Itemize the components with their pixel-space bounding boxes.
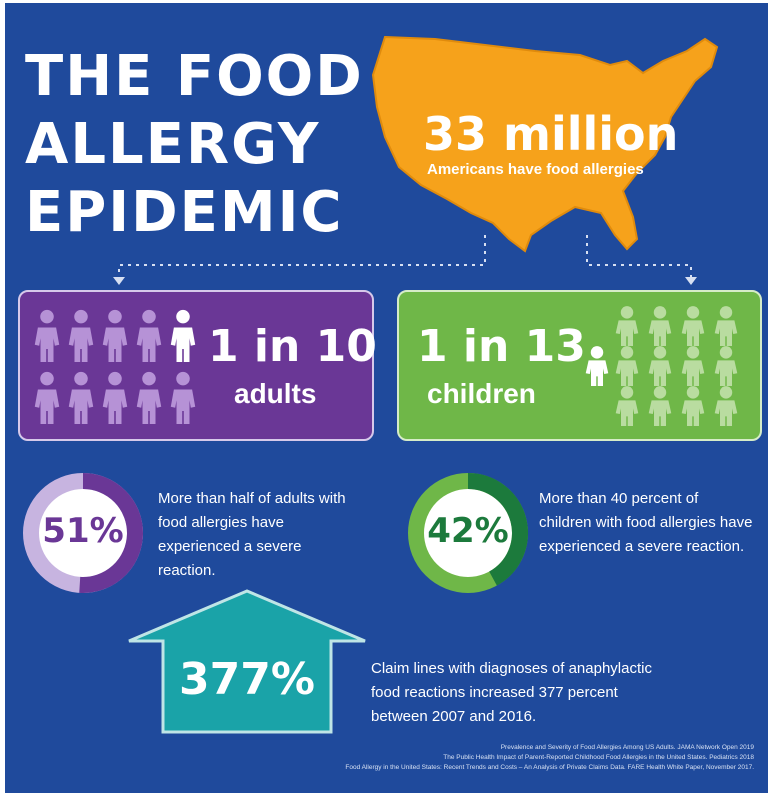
source-2: The Public Health Impact of Parent-Repor… — [443, 754, 754, 761]
child-person-icon — [648, 346, 672, 386]
child-person-icon — [648, 306, 672, 346]
child-person-icon — [615, 346, 639, 386]
adult-person-icon — [136, 309, 162, 362]
adult-person-icon — [68, 371, 94, 424]
adult-person-icon — [170, 309, 196, 362]
children-people-grid — [585, 306, 745, 430]
child-person-icon — [585, 346, 609, 386]
connector-lines — [113, 235, 697, 285]
increase-arrow-icon — [128, 589, 366, 734]
sources: Prevalence and Severity of Food Allergie… — [345, 743, 754, 773]
us-map-icon — [371, 35, 719, 253]
child-person-icon — [714, 346, 738, 386]
increase-value: 377% — [179, 654, 315, 705]
adults-box: 1 in 10 adults — [18, 290, 377, 441]
adult-person-icon — [68, 309, 94, 362]
child-person-icon — [714, 306, 738, 346]
adult-person-icon — [136, 371, 162, 424]
title-line-1: THE FOOD — [25, 44, 364, 109]
adult-person-icon — [170, 371, 196, 424]
child-person-icon — [615, 306, 639, 346]
adults-ratio: 1 in 10 — [208, 321, 377, 372]
source-1: Prevalence and Severity of Food Allergie… — [500, 744, 754, 751]
children-percent: 42% — [427, 511, 509, 551]
children-label: children — [427, 378, 536, 409]
adults-percent-ring — [23, 473, 143, 593]
adult-person-icon — [34, 309, 60, 362]
background-panel: THE FOOD ALLERGY EPIDEMIC 33 million Ame… — [5, 3, 768, 793]
children-percent-ring — [408, 473, 528, 593]
adults-label: adults — [234, 378, 317, 409]
arrow-right-icon — [685, 277, 697, 285]
title-line-2: ALLERGY — [25, 112, 321, 177]
adults-description: More than half of adults with food aller… — [158, 490, 346, 579]
child-person-icon — [681, 306, 705, 346]
title-line-3: EPIDEMIC — [25, 180, 344, 245]
adults-percent: 51% — [42, 511, 124, 551]
child-person-icon — [681, 346, 705, 386]
increase-description: Claim lines with diagnoses of anaphylact… — [371, 660, 652, 725]
adult-person-icon — [102, 371, 128, 424]
map-stat: 33 million — [423, 107, 679, 161]
children-box: 1 in 13 children — [397, 290, 762, 441]
children-description: More than 40 percent of children with fo… — [539, 490, 753, 555]
page-title: THE FOOD ALLERGY EPIDEMIC — [25, 43, 364, 247]
child-person-icon — [648, 386, 672, 426]
child-person-icon — [681, 386, 705, 426]
arrow-left-icon — [113, 277, 125, 285]
children-ratio: 1 in 13 — [417, 321, 586, 372]
child-person-icon — [714, 386, 738, 426]
child-person-icon — [615, 386, 639, 426]
adult-person-icon — [34, 371, 60, 424]
adults-people-grid — [34, 308, 204, 428]
map-caption: Americans have food allergies — [427, 161, 644, 178]
adult-person-icon — [102, 309, 128, 362]
source-3: Food Allergy in the United States: Recen… — [345, 764, 754, 771]
